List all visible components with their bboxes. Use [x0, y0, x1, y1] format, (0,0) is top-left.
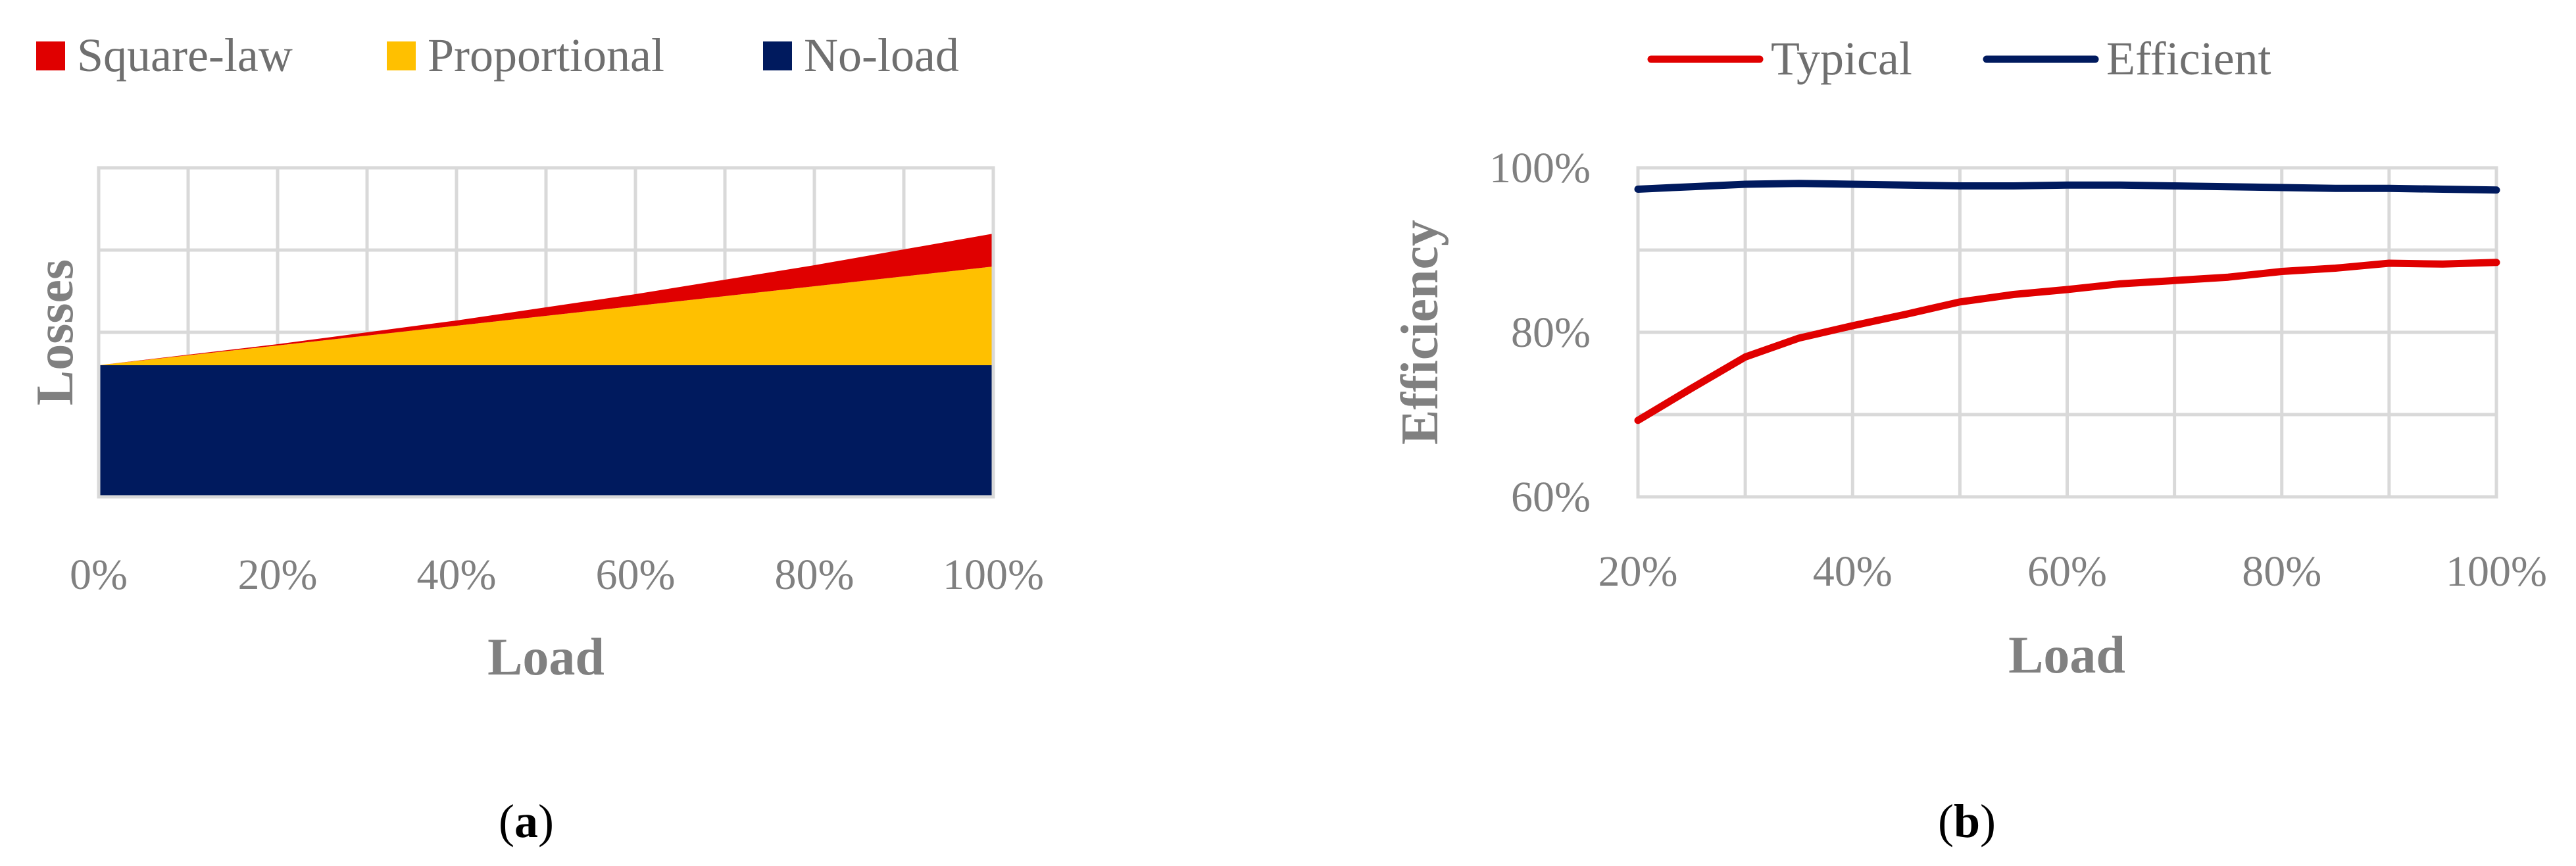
panel-a-y-axis-title: Losses — [26, 259, 84, 405]
panel-b-x-tick-labels: 20% 40% 60% 80% 100% — [1598, 548, 2547, 596]
panel-a-stacked-areas — [99, 234, 993, 497]
panel-b-y-tick-label: 60% — [1511, 473, 1591, 521]
panel-a-legend: Square-law Proportional No-load — [36, 29, 959, 82]
panel-a-plot-frame — [97, 166, 995, 499]
panel-a-losses-chart: Square-law Proportional No-load 0% 20% 40% 60… — [26, 29, 1044, 848]
panel-b-efficiency-chart: Typical Efficient 60% 80% 100% 20% 40% 60% 80%… — [1391, 32, 2547, 848]
panel-a-legend-label-square-law: Square-law — [77, 29, 293, 82]
panel-b-caption: (b) — [1938, 795, 1996, 848]
panel-a-legend-swatch-proportional — [387, 41, 416, 70]
panel-a-x-tick-label: 60% — [596, 551, 676, 599]
panel-b-line-typical — [1634, 259, 2500, 424]
panel-a-x-tick-label: 100% — [943, 551, 1044, 599]
panel-a-x-tick-label: 80% — [775, 551, 855, 599]
panel-b-x-axis-title: Load — [2008, 626, 2125, 684]
panel-b-x-tick-label: 40% — [1813, 548, 1893, 596]
panel-b-series-lines — [1634, 180, 2500, 424]
panel-b-legend-label-efficient: Efficient — [2106, 32, 2271, 85]
panel-a-x-tick-label: 20% — [238, 551, 318, 599]
panel-a-x-tick-label: 40% — [417, 551, 497, 599]
panel-b-gridlines — [1638, 168, 2496, 497]
panel-a-legend-swatch-no-load — [763, 41, 792, 70]
panel-b-y-tick-label: 80% — [1511, 309, 1591, 357]
panel-a-legend-label-no-load: No-load — [804, 29, 959, 82]
panel-a-area-no-load — [99, 365, 993, 497]
panel-b-x-tick-label: 60% — [2027, 548, 2107, 596]
panel-a-x-axis-title: Load — [487, 628, 605, 686]
panel-a-x-tick-labels: 0% 20% 40% 60% 80% 100% — [70, 551, 1044, 599]
panel-b-legend-label-typical: Typical — [1771, 32, 1912, 85]
panel-b-y-tick-label: 100% — [1489, 144, 1591, 192]
panel-a-legend-label-proportional: Proportional — [428, 29, 664, 82]
panel-a-x-tick-label: 0% — [70, 551, 128, 599]
panel-b-x-tick-label: 100% — [2446, 548, 2547, 596]
panel-b-line-efficient — [1634, 180, 2500, 194]
panel-b-x-tick-label: 80% — [2242, 548, 2321, 596]
panel-b-y-tick-labels: 60% 80% 100% — [1489, 144, 1591, 521]
panel-b-y-axis-title: Efficiency — [1391, 220, 1449, 445]
panel-a-caption: (a) — [499, 795, 554, 848]
panel-b-plot-frame — [1636, 166, 2498, 499]
panel-a-legend-swatch-square-law — [36, 41, 65, 70]
panel-b-legend: Typical Efficient — [1647, 32, 2271, 85]
panel-b-x-tick-label: 20% — [1598, 548, 1678, 596]
